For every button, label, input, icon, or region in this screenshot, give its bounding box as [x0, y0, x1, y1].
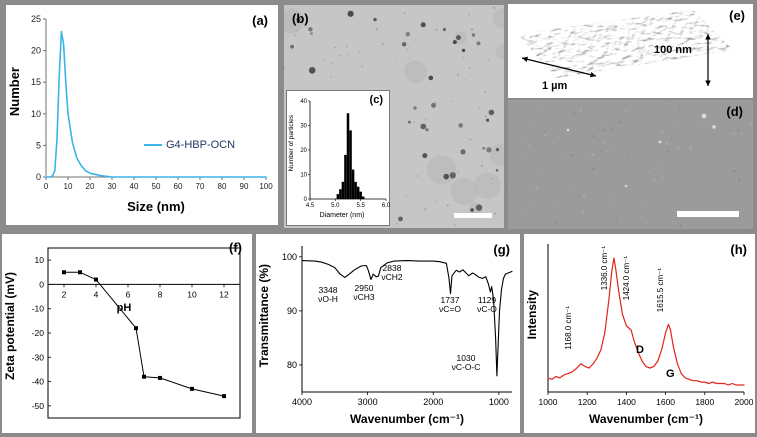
svg-text:30: 30	[108, 182, 117, 191]
svg-text:-50: -50	[32, 401, 45, 411]
panel-c-label: (c)	[369, 94, 383, 106]
svg-text:100: 100	[259, 182, 273, 191]
panel-c-histogram-inset: (c) Number of particles 0 10 20 30 40 4.5 5.0 5…	[286, 90, 391, 226]
svg-text:10: 10	[64, 182, 73, 191]
panel-f-label: (f)	[229, 240, 242, 255]
svg-text:80: 80	[287, 360, 297, 370]
panel-b-label: (b)	[292, 11, 309, 26]
histogram-plot: 0 10 20 30 40 4.5 5.0 5.5 6.0	[300, 99, 391, 209]
svg-text:0: 0	[39, 279, 44, 289]
svg-text:4000: 4000	[292, 397, 312, 407]
legend-text: G4-HBP-OCN	[166, 139, 236, 151]
sem-micrograph	[508, 100, 753, 229]
svg-text:6.0: 6.0	[382, 203, 391, 209]
panel-h-y-axis-title: Intensity	[525, 290, 539, 340]
svg-text:40: 40	[300, 99, 307, 105]
svg-text:10: 10	[187, 289, 197, 299]
panel-d-label: (d)	[726, 104, 743, 119]
svg-text:2: 2	[62, 289, 67, 299]
svg-text:2000: 2000	[423, 397, 443, 407]
panel-d-sem-image: (d)	[508, 100, 753, 229]
afm-lateral-scale-label: 1 µm	[542, 80, 568, 92]
svg-text:60: 60	[174, 182, 183, 191]
svg-text:100: 100	[282, 252, 297, 262]
svg-text:30: 30	[300, 124, 307, 130]
svg-text:20: 20	[31, 46, 41, 56]
svg-text:1800: 1800	[695, 397, 714, 407]
svg-text:90: 90	[240, 182, 249, 191]
raman-plot: 1000 1200 1400 1600 1800 2000	[539, 244, 754, 407]
panel-c-y-axis-title: Number of particles	[288, 115, 295, 172]
svg-text:15: 15	[31, 77, 41, 87]
svg-text:4.5: 4.5	[306, 203, 315, 209]
size-distribution-legend: G4-HBP-OCN	[144, 139, 235, 151]
svg-text:-10: -10	[32, 304, 45, 314]
svg-text:20: 20	[300, 148, 307, 154]
zeta-potential-plot: 10 0 -10 -20 -30 -40 -50 2 4 6 8 10 12	[32, 247, 241, 419]
svg-text:70: 70	[196, 182, 205, 191]
svg-text:-30: -30	[32, 352, 45, 362]
svg-text:8: 8	[158, 289, 163, 299]
panel-a-y-axis-title: Number	[7, 67, 22, 117]
svg-text:0: 0	[44, 182, 49, 191]
panel-a-label: (a)	[252, 13, 268, 28]
svg-text:-40: -40	[32, 377, 45, 387]
size-distribution-plot: 0 5 10 15 20 25 0 10 20 30 40 50 60 70 80 90 100	[31, 14, 273, 191]
svg-text:1400: 1400	[617, 397, 636, 407]
svg-text:25: 25	[31, 14, 41, 24]
tem-scale-bar	[454, 213, 492, 218]
ph-axis-label: pH	[116, 302, 132, 314]
svg-text:1000: 1000	[489, 397, 509, 407]
arrowhead	[522, 56, 528, 62]
panel-g-y-axis-title: Transmittance (%)	[257, 264, 271, 368]
svg-text:10: 10	[300, 173, 307, 179]
afm-surface-texture	[518, 10, 733, 78]
afm-lateral-scale-arrow	[521, 57, 597, 77]
ftir-plot: 80 90 100 4000 3000 2000 1000	[282, 246, 513, 407]
svg-text:1200: 1200	[578, 397, 597, 407]
svg-text:20: 20	[86, 182, 95, 191]
panel-g-label: (g)	[493, 242, 510, 257]
svg-text:0: 0	[304, 197, 308, 203]
svg-text:90: 90	[287, 306, 297, 316]
svg-text:5: 5	[36, 140, 41, 150]
svg-text:4: 4	[94, 289, 99, 299]
sem-scale-bar	[677, 211, 739, 217]
svg-text:-20: -20	[32, 328, 45, 338]
panel-c-x-axis-title: Diameter (nm)	[319, 212, 365, 219]
afm-height-scale-label: 100 nm	[654, 44, 692, 56]
panel-g-x-axis-title: Wavenumber (cm⁻¹)	[350, 412, 464, 426]
svg-text:1600: 1600	[656, 397, 675, 407]
panel-f-y-axis-title: Zeta potential (mV)	[3, 272, 17, 381]
panel-e-label: (e)	[729, 8, 745, 23]
svg-text:12: 12	[219, 289, 229, 299]
svg-text:3000: 3000	[358, 397, 378, 407]
svg-text:50: 50	[152, 182, 161, 191]
svg-text:1000: 1000	[539, 397, 558, 407]
legend-line-swatch	[144, 144, 162, 146]
svg-text:40: 40	[130, 182, 139, 191]
panel-a-size-distribution: (a) Number 0 5 10 15 20 25 0 10 20 30 40 50 60 70 80 90…	[6, 5, 278, 225]
arrowhead	[705, 80, 711, 86]
panel-e-afm-image: (e) 1 µm 100 nm	[508, 4, 753, 98]
svg-text:2000: 2000	[735, 397, 754, 407]
svg-text:6: 6	[126, 289, 131, 299]
panel-h-raman-chart: (h) Intensity 1000 1200 1400 1600 1800 2000 1…	[524, 234, 755, 433]
svg-text:5.0: 5.0	[331, 203, 340, 209]
panel-g-ftir-chart: (g) Transmittance (%) 80 90 100 4000 3000 200…	[256, 234, 520, 433]
panel-f-zeta-potential-chart: (f) Zeta potential (mV) 10 0 -10 -20 -30 -40 -…	[2, 234, 252, 433]
arrowhead	[705, 34, 711, 40]
svg-text:5.5: 5.5	[356, 203, 365, 209]
svg-text:10: 10	[35, 255, 45, 265]
arrowhead	[590, 72, 596, 78]
panel-a-x-axis-title: Size (nm)	[127, 199, 185, 214]
afm-3d-surface	[518, 10, 733, 86]
svg-text:0: 0	[36, 172, 41, 182]
panel-h-label: (h)	[730, 242, 747, 257]
svg-text:80: 80	[218, 182, 227, 191]
svg-text:10: 10	[31, 109, 41, 119]
panel-h-x-axis-title: Wavenumber (cm⁻¹)	[589, 412, 703, 426]
